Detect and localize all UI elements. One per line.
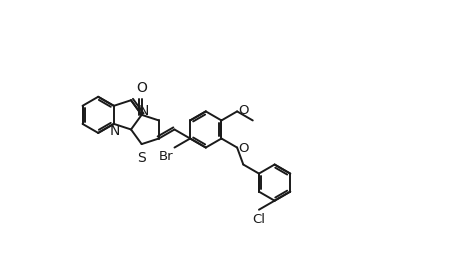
- Text: N: N: [109, 124, 120, 138]
- Text: O: O: [238, 142, 248, 155]
- Text: S: S: [137, 151, 146, 165]
- Text: N: N: [138, 104, 149, 118]
- Text: Cl: Cl: [252, 213, 265, 226]
- Text: O: O: [136, 81, 147, 95]
- Text: Br: Br: [158, 150, 173, 163]
- Text: O: O: [238, 104, 248, 117]
